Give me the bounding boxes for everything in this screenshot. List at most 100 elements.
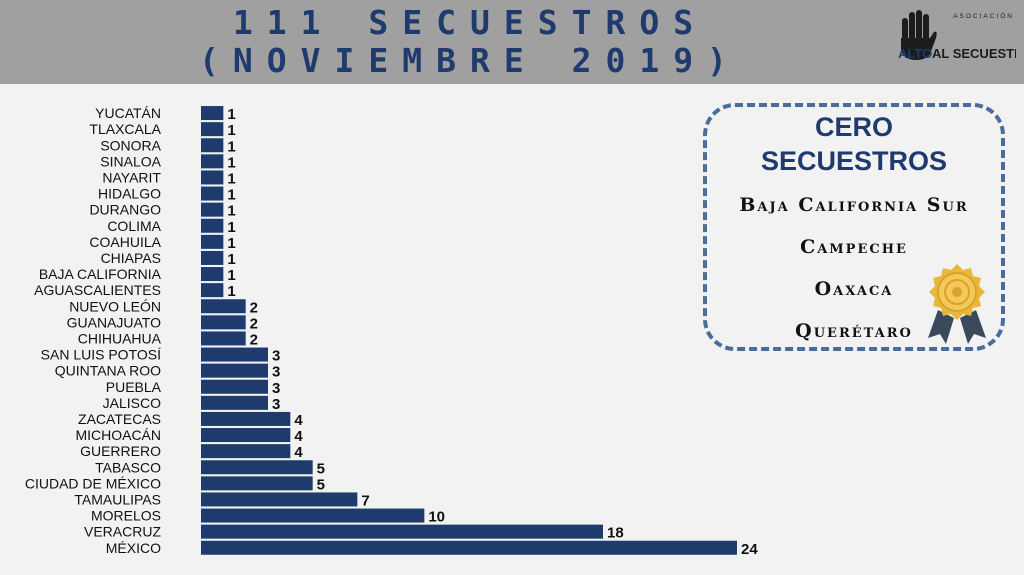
bar-sonora [201,138,224,153]
value-label-tamaulipas: 7 [361,492,369,509]
bar-chiapas [201,250,224,265]
value-label-durango: 1 [227,203,235,220]
bar-baja-california [201,267,224,282]
value-label-tlaxcala: 1 [227,122,235,139]
value-label-morelos: 10 [428,509,445,526]
bar-chihuahua [201,331,246,346]
bar-mexico [201,540,737,555]
logo-word-alto: ALTO [898,46,932,61]
category-label-guerrero: GUERRERO [80,443,161,459]
value-label-baja-california: 1 [227,267,235,284]
value-label-nayarit: 1 [227,170,235,187]
cero-state-queretaro: Querétaro [795,320,913,342]
value-label-tabasco: 5 [317,460,325,477]
category-label-tabasco: TABASCO [95,459,161,475]
cero-state-oaxaca: Oaxaca [814,278,894,300]
category-label-baja-california: BAJA CALIFORNIA [39,266,162,282]
value-label-veracruz: 18 [607,525,624,542]
bar-michoacan [201,428,291,443]
cero-title-line-2: SECUESTROS [760,146,948,176]
value-label-chihuahua: 2 [250,331,258,348]
bar-morelos [201,508,425,523]
bar-tlaxcala [201,122,224,137]
value-label-jalisco: 3 [272,396,280,413]
bar-san-luis-potosi [201,347,268,362]
value-label-hidalgo: 1 [227,187,235,204]
value-label-mexico: 24 [741,541,758,558]
cero-title-line-1: CERO [814,112,893,142]
category-label-tlaxcala: TLAXCALA [89,121,161,137]
value-label-zacatecas: 4 [294,412,303,429]
value-label-quintana-roo: 3 [272,364,280,381]
category-label-nuevo-leon: NUEVO LEÓN [69,298,161,314]
raised-hand-icon [901,10,937,60]
logo-small-text: ASOCIACIÓN [953,11,1014,20]
category-label-morelos: MORELOS [91,508,161,524]
cero-state-baja-california-sur: Baja California Sur [739,194,969,216]
category-label-sinaloa: SINALOA [100,153,161,169]
logo-word-al-secuestro: AL SECUESTRO [932,46,1016,61]
header-banner: 111 SECUESTROS (NOVIEMBRE 2019) ASOCIACI… [0,0,1024,84]
value-label-chiapas: 1 [227,251,235,268]
category-label-quintana-roo: QUINTANA ROO [55,363,161,379]
category-label-michoacan: MICHOACÁN [75,427,161,443]
category-label-guanajuato: GUANAJUATO [67,314,161,330]
value-label-puebla: 3 [272,380,280,397]
bar-veracruz [201,524,603,539]
category-label-nayarit: NAYARIT [102,169,161,185]
value-label-coahuila: 1 [227,235,235,252]
category-label-colima: COLIMA [107,218,161,234]
category-label-tamaulipas: TAMAULIPAS [74,491,161,507]
value-label-guerrero: 4 [294,444,303,461]
value-label-yucatan: 1 [227,106,235,123]
bar-guerrero [201,444,291,459]
category-label-durango: DURANGO [89,202,161,218]
category-label-mexico: MÉXICO [106,540,161,556]
value-label-aguascalientes: 1 [227,283,235,300]
award-ribbon-icon [928,264,986,344]
cero-secuestros-box: CERO SECUESTROS Baja California Sur Camp… [703,103,1005,351]
bar-hidalgo [201,186,224,201]
category-label-sonora: SONORA [100,137,161,153]
bar-durango [201,202,224,217]
category-label-yucatan: YUCATÁN [95,105,161,121]
category-label-san-luis-potosi: SAN LUIS POTOSÍ [41,347,161,363]
bar-sinaloa [201,154,224,169]
category-label-coahuila: COAHUILA [89,234,161,250]
bar-nayarit [201,170,224,185]
value-label-san-luis-potosi: 3 [272,348,280,365]
bar-colima [201,218,224,233]
value-label-sonora: 1 [227,138,235,155]
bar-puebla [201,379,268,394]
bar-zacatecas [201,411,291,426]
bar-tabasco [201,460,313,475]
bar-tamaulipas [201,492,358,507]
bar-jalisco [201,395,268,410]
value-label-ciudad-de-mexico: 5 [317,476,325,493]
category-label-puebla: PUEBLA [106,379,162,395]
value-label-nuevo-leon: 2 [250,299,258,316]
value-label-colima: 1 [227,219,235,236]
bar-quintana-roo [201,363,268,378]
category-label-ciudad-de-mexico: CIUDAD DE MÉXICO [25,475,161,491]
value-label-michoacan: 4 [294,428,303,445]
bar-ciudad-de-mexico [201,476,313,491]
category-label-chihuahua: CHIHUAHUA [78,330,162,346]
value-label-sinaloa: 1 [227,154,235,171]
bar-coahuila [201,234,224,249]
value-label-guanajuato: 2 [250,315,258,332]
category-label-aguascalientes: AGUASCALIENTES [34,282,161,298]
cero-state-campeche: Campeche [800,236,908,258]
bar-aguascalientes [201,283,224,298]
category-label-chiapas: CHIAPAS [101,250,161,266]
alto-al-secuestro-logo: ASOCIACIÓN ALTO AL SECUESTRO [898,10,1016,61]
bar-yucatan [201,106,224,121]
category-label-jalisco: JALISCO [103,395,161,411]
bar-nuevo-leon [201,299,246,314]
category-label-veracruz: VERACRUZ [84,524,161,540]
bar-guanajuato [201,315,246,330]
category-label-hidalgo: HIDALGO [98,186,161,202]
bar-chart: YUCATÁN 1 TLAXCALA 1 SONORA 1 SINALOA 1 NAYARIT 1… [25,105,758,558]
title-line-1: 111 SECUESTROS [232,3,708,42]
category-label-zacatecas: ZACATECAS [78,411,161,427]
